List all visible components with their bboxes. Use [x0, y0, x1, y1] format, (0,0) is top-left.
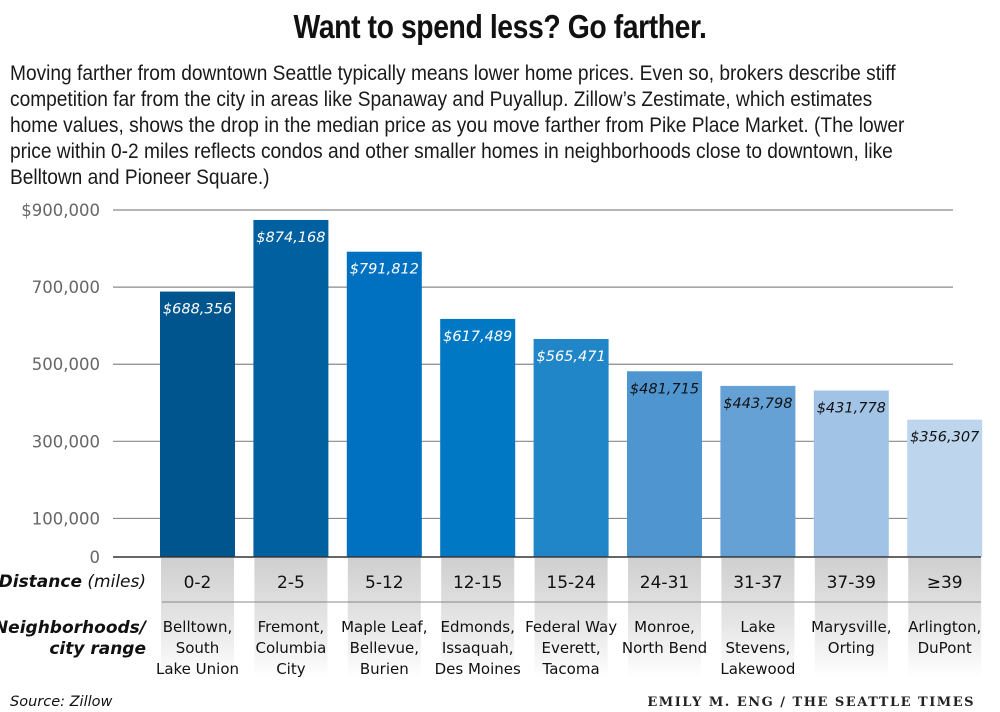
bar	[533, 338, 609, 557]
distance-row-header-unit: (miles)	[82, 572, 146, 592]
intro-paragraph: Moving farther from downtown Seattle typ…	[10, 61, 905, 189]
category-label: ≥39	[927, 573, 963, 593]
neighborhood-label: Bellevue,	[350, 639, 419, 657]
neighborhood-label: Arlington,	[908, 618, 981, 636]
category-label: 37-39	[827, 573, 876, 593]
neighborhoods-row-header-line2: city range	[49, 639, 146, 659]
neighborhood-labels: Belltown, South Lake Union Fremont, Columbia…	[156, 618, 981, 678]
category-label: 0-2	[184, 573, 212, 593]
neighborhood-label: Stevens,	[725, 639, 790, 657]
bar-value-label: $481,715	[630, 381, 699, 397]
category-band	[628, 558, 701, 678]
category-label: 5-12	[365, 573, 404, 593]
bar-value-label: $791,812	[350, 262, 419, 278]
neighborhood-label: North Bend	[622, 639, 707, 657]
neighborhood-label: Maple Leaf,	[341, 618, 427, 636]
neighborhood-label: Des Moines	[435, 660, 521, 678]
bar-value-label: $356,307	[910, 430, 980, 446]
chart-title: Want to spend less? Go farther.	[293, 8, 707, 45]
neighborhood-label: Monroe,	[634, 618, 695, 636]
bar-value-labels: $688,356 $874,168 $791,812 $617,489 $565,471…	[163, 230, 980, 446]
y-tick-label: 300,000	[32, 432, 100, 451]
category-band	[721, 558, 795, 678]
bar	[627, 371, 702, 557]
y-tick-label: $900,000	[21, 201, 100, 220]
category-band	[814, 558, 888, 678]
neighborhood-label: Fremont,	[258, 618, 325, 636]
bar-value-label: $617,489	[443, 329, 512, 345]
credit-line: EMILY M. ENG / THE SEATTLE TIMES	[647, 695, 975, 710]
bar	[813, 390, 889, 557]
category-label: 2-5	[277, 573, 305, 593]
neighborhood-label: Marysville,	[811, 618, 891, 636]
bar-value-label: $688,356	[163, 302, 232, 318]
category-label: 31-37	[733, 573, 782, 593]
category-band	[908, 558, 982, 678]
bar	[440, 318, 516, 557]
bar	[720, 385, 796, 557]
neighborhood-label: Columbia	[255, 639, 326, 657]
neighborhood-label: Lake	[740, 618, 775, 636]
neighborhood-label: Lakewood	[720, 660, 795, 678]
bar-value-label: $874,168	[256, 230, 325, 246]
neighborhood-label: Edmonds,	[440, 618, 514, 636]
bar-value-label: $431,778	[817, 401, 886, 417]
neighborhoods-row-header-line1: Neighborhoods/	[0, 618, 148, 638]
bar	[253, 219, 329, 558]
neighborhood-label: Orting	[828, 639, 875, 657]
bar	[346, 251, 422, 558]
y-tick-label: 0	[90, 548, 101, 567]
category-labels: 0-2 2-5 5-12 12-15 15-24 24-31 31-37 37-39 ≥39	[184, 573, 963, 593]
bars	[160, 219, 983, 558]
y-tick-label: 500,000	[32, 355, 100, 374]
category-band	[441, 558, 515, 678]
neighborhood-label: South	[176, 639, 220, 657]
category-band	[534, 558, 608, 678]
neighborhood-label: Lake Union	[156, 660, 239, 678]
bar	[907, 419, 983, 557]
neighborhood-label: Belltown,	[163, 618, 232, 636]
category-band	[347, 558, 421, 678]
gridlines	[113, 209, 953, 520]
y-tick-label: 700,000	[32, 278, 100, 297]
category-bands	[161, 558, 982, 678]
category-band	[161, 558, 234, 678]
category-band	[254, 558, 328, 678]
category-label: 15-24	[546, 573, 595, 593]
neighborhood-label: Issaquah,	[442, 639, 514, 657]
category-label: 12-15	[453, 573, 502, 593]
y-axis-ticks: $900,000 700,000 500,000 300,000 100,000 0	[21, 201, 100, 567]
source-note: Source: Zillow	[10, 694, 113, 710]
bar-value-label: $443,798	[723, 396, 792, 412]
neighborhood-label: DuPont	[918, 639, 972, 657]
neighborhood-label: Everett,	[542, 639, 601, 657]
distance-row-header-main: Distance	[0, 572, 82, 592]
bar-value-label: $565,471	[537, 349, 606, 365]
distance-row-header: Distance (miles)	[0, 572, 146, 592]
neighborhood-label: Burien	[360, 660, 409, 678]
neighborhood-label: City	[276, 660, 306, 678]
neighborhood-label: Tacoma	[542, 660, 600, 678]
bar	[160, 291, 235, 557]
category-label: 24-31	[640, 573, 689, 593]
neighborhood-label: Federal Way	[525, 618, 617, 636]
y-tick-label: 100,000	[32, 509, 100, 528]
